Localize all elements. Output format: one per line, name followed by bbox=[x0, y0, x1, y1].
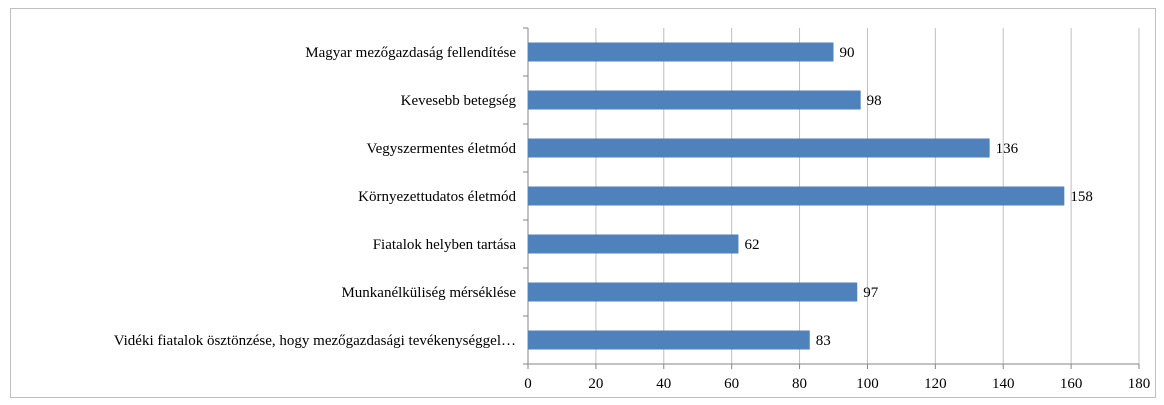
x-tick-label: 20 bbox=[588, 376, 603, 392]
category-label: Vidéki fiatalok ösztönzése, hogy mezőgaz… bbox=[114, 333, 516, 349]
category-label: Vegyszermentes életmód bbox=[366, 141, 516, 157]
bar bbox=[528, 282, 858, 302]
x-tick-label: 40 bbox=[656, 376, 671, 392]
category-label: Kevesebb betegség bbox=[401, 93, 517, 109]
bar bbox=[528, 42, 834, 62]
x-tick-label: 0 bbox=[524, 376, 532, 392]
x-tick-label: 60 bbox=[724, 376, 739, 392]
x-tick-label: 80 bbox=[792, 376, 807, 392]
x-tick-label: 180 bbox=[1128, 376, 1151, 392]
bar bbox=[528, 330, 810, 350]
data-label: 98 bbox=[867, 93, 882, 109]
x-tick-label: 140 bbox=[992, 376, 1015, 392]
data-label: 90 bbox=[840, 45, 855, 61]
x-tick-label: 160 bbox=[1060, 376, 1083, 392]
bar bbox=[528, 186, 1065, 206]
category-label: Fiatalok helyben tartása bbox=[373, 237, 517, 253]
data-label: 97 bbox=[863, 285, 879, 301]
category-label: Környezettudatos életmód bbox=[358, 189, 516, 205]
data-label: 62 bbox=[744, 237, 759, 253]
data-label: 158 bbox=[1070, 189, 1093, 205]
category-label: Munkanélküliség mérséklése bbox=[341, 285, 516, 301]
bar bbox=[528, 90, 861, 110]
x-tick-label: 100 bbox=[856, 376, 879, 392]
x-tick-label: 120 bbox=[924, 376, 947, 392]
data-label: 136 bbox=[996, 141, 1019, 157]
bar bbox=[528, 138, 990, 158]
category-label: Magyar mezőgazdaság fellendítése bbox=[305, 45, 516, 61]
bar bbox=[528, 234, 739, 254]
data-label: 83 bbox=[816, 333, 831, 349]
